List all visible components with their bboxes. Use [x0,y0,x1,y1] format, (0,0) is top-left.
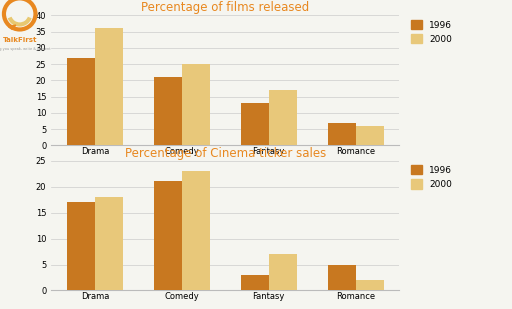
Bar [241,103,269,145]
Bar [182,64,209,145]
Bar [67,202,95,290]
Bar [182,171,209,290]
Title: Percentage of Cinema ticker sales: Percentage of Cinema ticker sales [124,146,326,159]
Bar [95,197,123,290]
Bar [328,122,356,145]
Bar [154,181,182,290]
Bar [154,77,182,145]
Bar [95,28,123,145]
Text: Helping you speak, write & present: Helping you speak, write & present [0,47,51,51]
Bar [356,280,383,290]
Legend: 1996, 2000: 1996, 2000 [411,165,452,189]
Text: TalkFirst: TalkFirst [3,37,37,43]
Bar [269,90,296,145]
Bar [328,265,356,290]
Bar [241,275,269,290]
Bar [67,57,95,145]
Polygon shape [8,25,16,29]
Bar [269,254,296,290]
Title: Percentage of films released: Percentage of films released [141,1,309,14]
Legend: 1996, 2000: 1996, 2000 [411,20,452,44]
Bar [356,126,383,145]
